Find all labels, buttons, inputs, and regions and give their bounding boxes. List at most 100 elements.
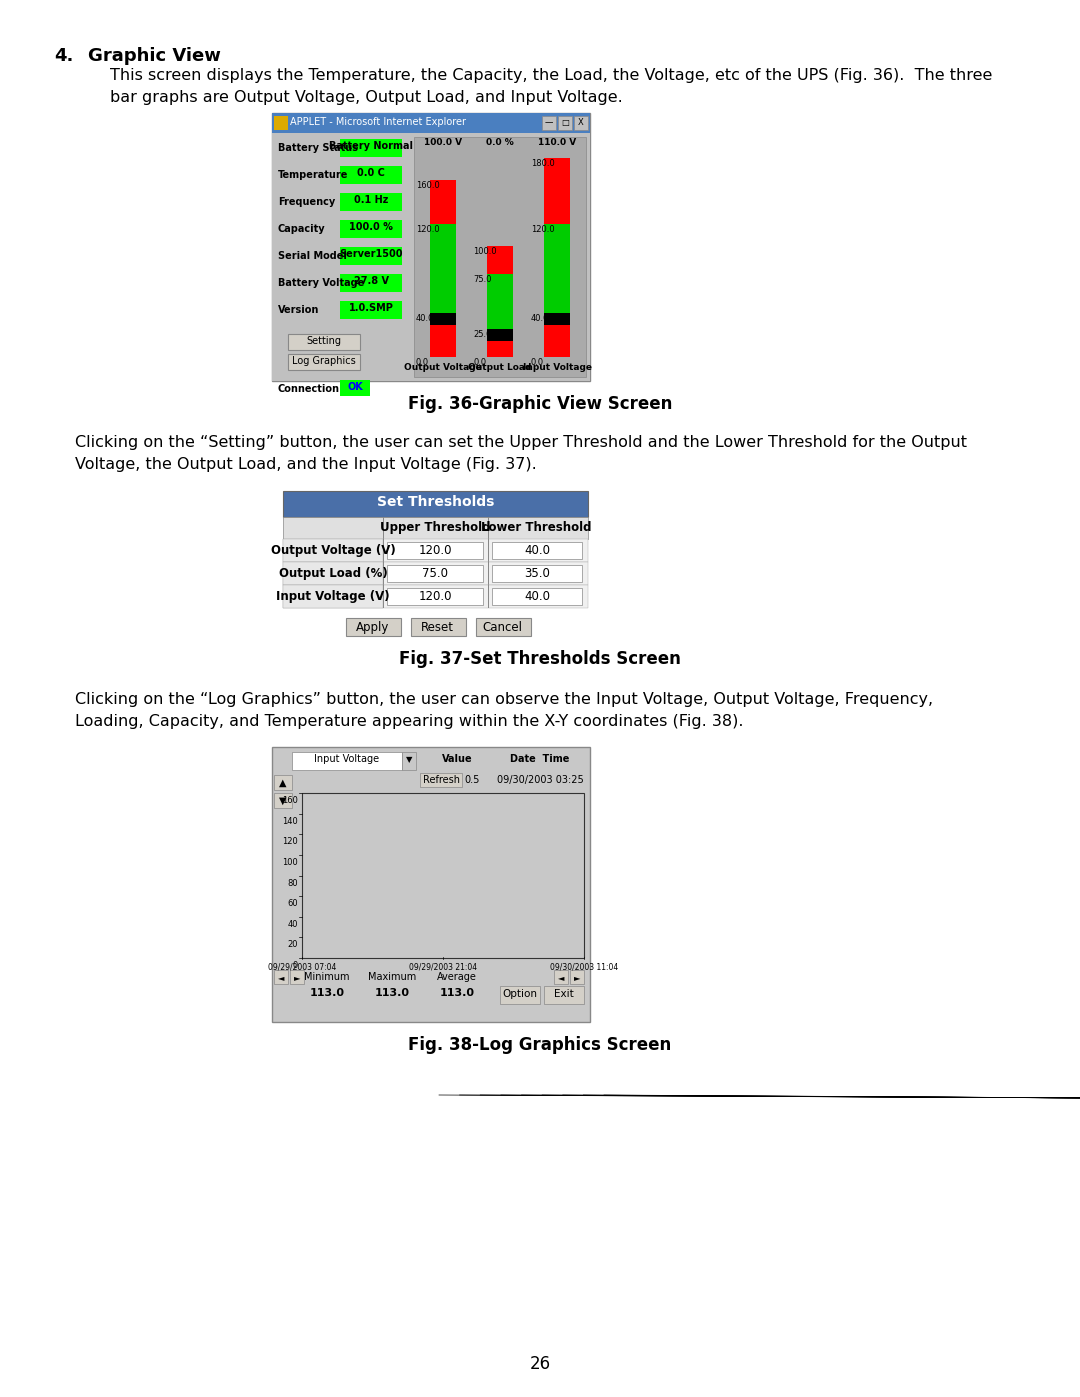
Text: 40: 40 xyxy=(287,919,298,929)
Text: ◄: ◄ xyxy=(278,972,284,982)
Text: 140: 140 xyxy=(282,817,298,826)
Text: □: □ xyxy=(562,117,569,127)
Bar xyxy=(302,793,584,958)
Text: Apply: Apply xyxy=(355,622,389,634)
Text: Exit: Exit xyxy=(554,989,573,999)
Text: Frequency: Frequency xyxy=(278,197,335,207)
Bar xyxy=(430,224,456,313)
Text: 25.0: 25.0 xyxy=(473,330,491,339)
Text: ▼: ▼ xyxy=(280,796,287,806)
Text: 180.0: 180.0 xyxy=(530,158,554,168)
Bar xyxy=(346,617,401,636)
Text: 0.0: 0.0 xyxy=(530,358,544,367)
Bar xyxy=(387,542,483,559)
Bar xyxy=(492,564,582,583)
Bar xyxy=(288,353,360,370)
Text: Cancel: Cancel xyxy=(483,622,523,634)
Text: 0: 0 xyxy=(293,961,298,970)
Text: 120.0: 120.0 xyxy=(418,590,451,604)
Text: Refresh: Refresh xyxy=(422,775,459,785)
Text: Output Voltage (V): Output Voltage (V) xyxy=(271,543,395,557)
Bar xyxy=(414,137,586,377)
Text: Maximum: Maximum xyxy=(368,972,416,982)
Text: Reset: Reset xyxy=(421,622,454,634)
Text: 09/30/2003 03:25: 09/30/2003 03:25 xyxy=(497,775,583,785)
Bar xyxy=(340,274,402,292)
Text: Clicking on the “Log Graphics” button, the user can observe the Input Voltage, O: Clicking on the “Log Graphics” button, t… xyxy=(75,692,933,707)
Bar xyxy=(558,116,572,130)
Bar xyxy=(475,617,530,636)
Text: Capacity: Capacity xyxy=(278,224,326,235)
Bar xyxy=(291,970,303,983)
Text: 120.0: 120.0 xyxy=(530,225,554,235)
Text: Serial Model: Serial Model xyxy=(278,251,347,261)
Text: Input Voltage (V): Input Voltage (V) xyxy=(276,590,390,604)
Bar xyxy=(272,113,590,381)
Text: 1.0.SMP: 1.0.SMP xyxy=(349,303,393,313)
Text: Input Voltage: Input Voltage xyxy=(314,754,379,764)
Bar xyxy=(554,970,568,983)
Text: 60: 60 xyxy=(287,900,298,908)
Text: Fig. 37-Set Thresholds Screen: Fig. 37-Set Thresholds Screen xyxy=(400,650,680,668)
Bar xyxy=(340,166,402,184)
Bar xyxy=(340,219,402,237)
Bar xyxy=(544,224,570,313)
Text: X: X xyxy=(578,117,584,127)
Bar xyxy=(274,793,292,807)
Text: Server1500: Server1500 xyxy=(339,249,403,258)
Text: 113.0: 113.0 xyxy=(440,988,474,997)
Text: Upper Threshold: Upper Threshold xyxy=(380,521,490,534)
Bar xyxy=(340,380,370,395)
Text: Log Graphics: Log Graphics xyxy=(292,356,356,366)
Text: 100.0 %: 100.0 % xyxy=(349,222,393,232)
Text: 0.1 Hz: 0.1 Hz xyxy=(354,196,388,205)
Bar xyxy=(430,324,456,358)
Bar xyxy=(544,158,570,224)
Text: 113.0: 113.0 xyxy=(375,988,409,997)
Text: 160.0: 160.0 xyxy=(416,180,440,190)
Text: Loading, Capacity, and Temperature appearing within the X-Y coordinates (Fig. 38: Loading, Capacity, and Temperature appea… xyxy=(75,714,743,729)
Text: Clicking on the “Setting” button, the user can set the Upper Threshold and the L: Clicking on the “Setting” button, the us… xyxy=(75,434,967,450)
Text: Date  Time: Date Time xyxy=(511,754,569,764)
Bar xyxy=(420,773,462,787)
Bar xyxy=(492,588,582,605)
Text: Fig. 38-Log Graphics Screen: Fig. 38-Log Graphics Screen xyxy=(408,1037,672,1053)
Text: 4.: 4. xyxy=(54,47,73,66)
Text: 0.0 %: 0.0 % xyxy=(486,138,514,147)
Text: Set Thresholds: Set Thresholds xyxy=(377,495,495,509)
Bar xyxy=(283,585,383,608)
Bar xyxy=(430,180,456,224)
Text: 0.5: 0.5 xyxy=(464,775,480,785)
Text: Graphic View: Graphic View xyxy=(87,47,221,66)
Text: 0.0: 0.0 xyxy=(416,358,429,367)
Text: —: — xyxy=(544,117,553,127)
Bar xyxy=(288,334,360,351)
Text: Average: Average xyxy=(437,972,477,982)
Text: 27.8 V: 27.8 V xyxy=(353,277,389,286)
Bar xyxy=(274,116,288,130)
Text: OK: OK xyxy=(347,381,363,393)
Text: Output Load (%): Output Load (%) xyxy=(279,567,388,580)
Bar xyxy=(340,138,402,156)
Bar xyxy=(272,113,590,133)
Text: 120.0: 120.0 xyxy=(418,543,451,557)
Text: Version: Version xyxy=(278,305,320,314)
Bar xyxy=(283,562,383,585)
Bar xyxy=(292,752,402,770)
Bar xyxy=(500,986,540,1004)
Text: Minimum: Minimum xyxy=(305,972,350,982)
Bar xyxy=(544,313,570,324)
Bar xyxy=(283,585,588,608)
Text: ▼: ▼ xyxy=(406,754,413,764)
Bar xyxy=(487,330,513,341)
Text: Battery Voltage: Battery Voltage xyxy=(278,278,364,288)
Text: Connection: Connection xyxy=(278,384,340,394)
Text: 20: 20 xyxy=(287,940,298,950)
Bar xyxy=(492,542,582,559)
Bar xyxy=(402,752,416,770)
Text: ▲: ▲ xyxy=(280,778,287,788)
Text: Setting: Setting xyxy=(307,337,341,346)
Text: Battery Status: Battery Status xyxy=(278,142,357,154)
Text: Output Load: Output Load xyxy=(469,363,531,372)
Bar xyxy=(283,490,588,517)
